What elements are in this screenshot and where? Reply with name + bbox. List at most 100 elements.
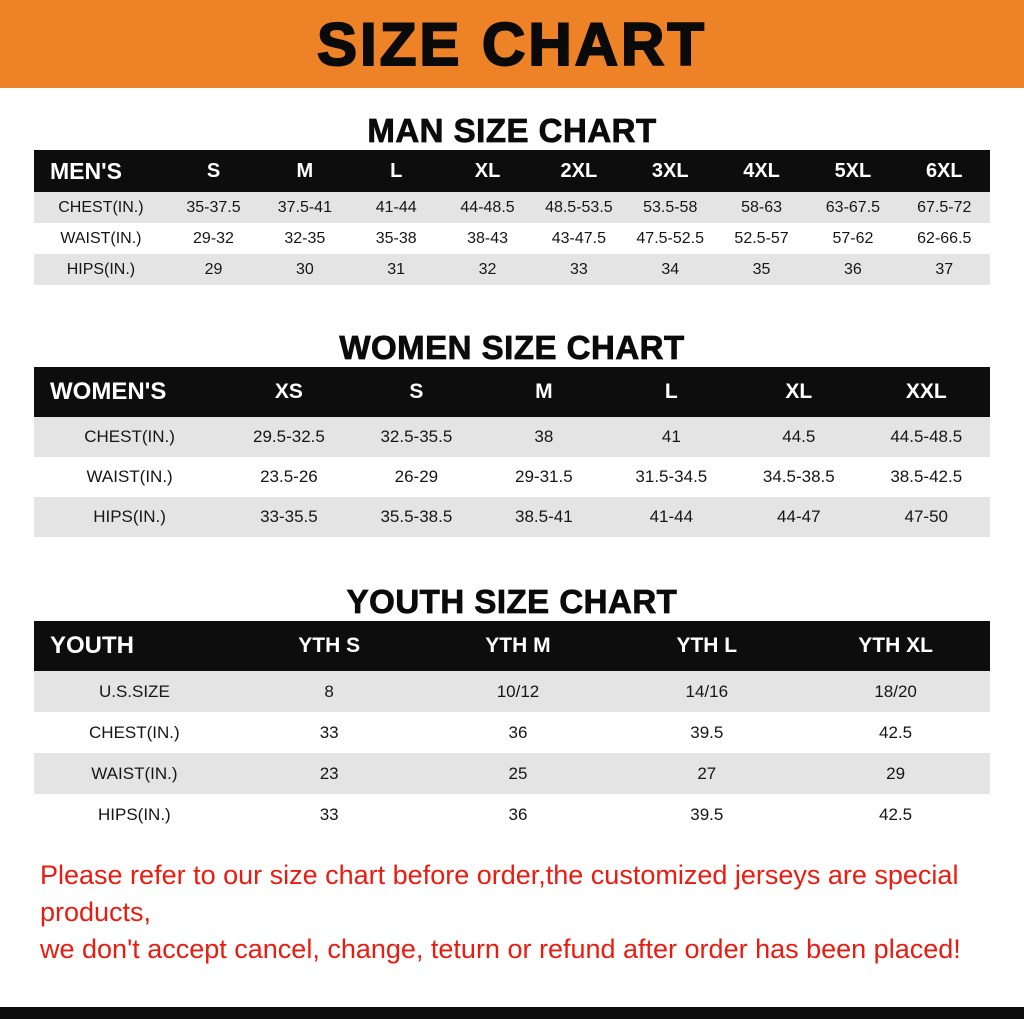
table-cell: 38.5-42.5 [890, 467, 963, 486]
table-cell: 32 [478, 260, 497, 278]
youth-table-body: U.S.SIZE 8 10/12 14/16 18/20 CHEST(IN.) 33 36 39… [34, 671, 990, 835]
table-cell: 18/20 [874, 681, 917, 701]
table-cell: 29.5-32.5 [253, 427, 325, 446]
youth-section-title: YOUTH SIZE CHART [346, 583, 678, 621]
row-label: U.S.SIZE [98, 681, 170, 701]
table-cell: 29-31.5 [515, 467, 573, 486]
table-cell: 31 [387, 260, 406, 278]
table-row: CHEST(IN.) 35-37.5 37.5-41 41-44 44-48.5 48.5… [34, 192, 990, 223]
footer-note-line: Please refer to our size chart before or… [40, 860, 959, 927]
table-cell: 32.5-35.5 [380, 427, 453, 446]
column-header: YTH XL [801, 621, 990, 671]
column-header: 3XL [624, 150, 716, 192]
table-cell: 33-35.5 [260, 507, 318, 526]
table-cell: 29 [204, 260, 223, 278]
womens-table-body: CHEST(IN.) 29.5-32.5 32.5-35.5 38 41 44.5 44.5… [34, 417, 990, 537]
table-cell: 44-47 [777, 507, 821, 526]
table-cell: 34 [661, 260, 680, 278]
table-cell: 32-35 [284, 229, 326, 247]
table-cell: 35.5-38.5 [380, 507, 453, 526]
banner: SIZE CHART [0, 0, 1024, 88]
table-cell: 41-44 [649, 507, 694, 526]
row-label: WAIST(IN.) [60, 229, 142, 247]
column-header: YTH S [234, 621, 424, 671]
row-label: HIPS(IN.) [66, 260, 136, 278]
table-cell: 29-32 [193, 229, 234, 247]
header-row: MEN'S S M L XL 2XL 3XL 4XL 5XL 6XL [34, 150, 990, 192]
mens-table-header: MEN'S S M L XL 2XL 3XL 4XL 5XL 6XL [34, 150, 990, 192]
table-row: WAIST(IN.) 23.5-26 26-29 29-31.5 31.5-34.5 34… [34, 457, 990, 497]
table-cell: 44-48.5 [460, 198, 515, 216]
table-cell: 37.5-41 [277, 198, 332, 216]
table-cell: 62-66.5 [917, 229, 972, 247]
youth-table-header: YOUTH YTH S YTH M YTH L YTH XL [34, 621, 990, 671]
table-cell: 48.5-53.5 [545, 198, 613, 216]
table-cell: 35-38 [375, 229, 417, 247]
youth-size-table: YOUTH YTH S YTH M YTH L YTH XL U.S.SIZE 8 10/1… [34, 621, 990, 835]
table-cell: 41 [661, 427, 681, 446]
table-row: CHEST(IN.) 29.5-32.5 32.5-35.5 38 41 44.5 44.5… [34, 417, 990, 457]
table-cell: 30 [295, 260, 314, 278]
row-label: CHEST(IN.) [84, 427, 175, 446]
table-cell: 23 [319, 763, 339, 783]
table-cell: 25 [508, 763, 528, 783]
column-header: 5XL [807, 150, 899, 192]
column-header: XL [441, 150, 534, 192]
table-row: HIPS(IN.) 33 36 39.5 42.5 [34, 794, 990, 835]
table-cell: 31.5-34.5 [635, 467, 708, 486]
header-row: WOMEN'S XS S M L XL XXL [34, 367, 990, 417]
table-cell: 33 [569, 260, 588, 278]
table-cell: 43-47.5 [551, 229, 606, 247]
table-cell: 34.5-38.5 [762, 467, 835, 486]
header-row: YOUTH YTH S YTH M YTH L YTH XL [34, 621, 990, 671]
column-header: 2XL [533, 150, 625, 192]
mens-size-table: MEN'S S M L XL 2XL 3XL 4XL 5XL 6XL CHEST(IN.) 35-3… [34, 150, 990, 285]
table-cell: 33 [319, 722, 339, 742]
table-cell: 41-44 [375, 198, 417, 216]
column-header: M [480, 367, 608, 417]
table-row: HIPS(IN.) 33-35.5 35.5-38.5 38.5-41 41-44 44-… [34, 497, 990, 537]
table-row: HIPS(IN.) 29 30 31 32 33 34 35 36 37 [34, 254, 990, 285]
table-row: U.S.SIZE 8 10/12 14/16 18/20 [34, 671, 990, 712]
table-cell: 35 [752, 260, 771, 278]
table-cell: 29 [886, 763, 906, 783]
table-cell: 42.5 [879, 804, 913, 824]
table-cell: 44.5-48.5 [890, 427, 963, 446]
footer-note-line: we don't accept cancel, change, teturn o… [40, 934, 961, 964]
row-label: WAIST(IN.) [86, 467, 173, 486]
column-header: M [259, 150, 351, 192]
table-cell: 36 [508, 722, 528, 742]
table-cell: 52.5-57 [734, 229, 789, 247]
row-label: CHEST(IN.) [89, 722, 180, 742]
mens-table-body: CHEST(IN.) 35-37.5 37.5-41 41-44 44-48.5 48.5… [34, 192, 990, 285]
man-section-title: MAN SIZE CHART [367, 112, 657, 150]
row-label: WAIST(IN.) [91, 763, 178, 783]
table-cell: 27 [697, 763, 717, 783]
row-label: HIPS(IN.) [93, 507, 166, 526]
table-row: CHEST(IN.) 33 36 39.5 42.5 [34, 712, 990, 753]
column-header: YTH L [612, 621, 802, 671]
table-cell: 38 [534, 427, 554, 446]
table-cell: 53.5-58 [643, 198, 698, 216]
table-row: WAIST(IN.) 29-32 32-35 35-38 38-43 43-47.5 47.… [34, 223, 990, 254]
womens-size-table: WOMEN'S XS S M L XL XXL CHEST(IN.) 29.5-32.5 32.… [34, 367, 990, 537]
table-cell: 26-29 [394, 467, 439, 486]
column-header: L [350, 150, 442, 192]
column-header: YTH M [423, 621, 613, 671]
table-cell: 33 [319, 804, 339, 824]
table-cell: 58-63 [741, 198, 783, 216]
table-cell: 23.5-26 [260, 467, 318, 486]
table-cell: 38.5-41 [515, 507, 573, 526]
column-header: S [167, 150, 260, 192]
women-section-title: WOMEN SIZE CHART [339, 329, 685, 367]
table-cell: 42.5 [879, 722, 913, 742]
table-cell: 39.5 [690, 722, 724, 742]
table-cell: 57-62 [832, 229, 874, 247]
column-header: MEN'S [34, 150, 168, 192]
column-header: S [352, 367, 481, 417]
column-header: XL [735, 367, 863, 417]
table-row: WAIST(IN.) 23 25 27 29 [34, 753, 990, 794]
column-header: L [607, 367, 736, 417]
column-header: XS [225, 367, 353, 417]
column-header: YOUTH [34, 621, 235, 671]
